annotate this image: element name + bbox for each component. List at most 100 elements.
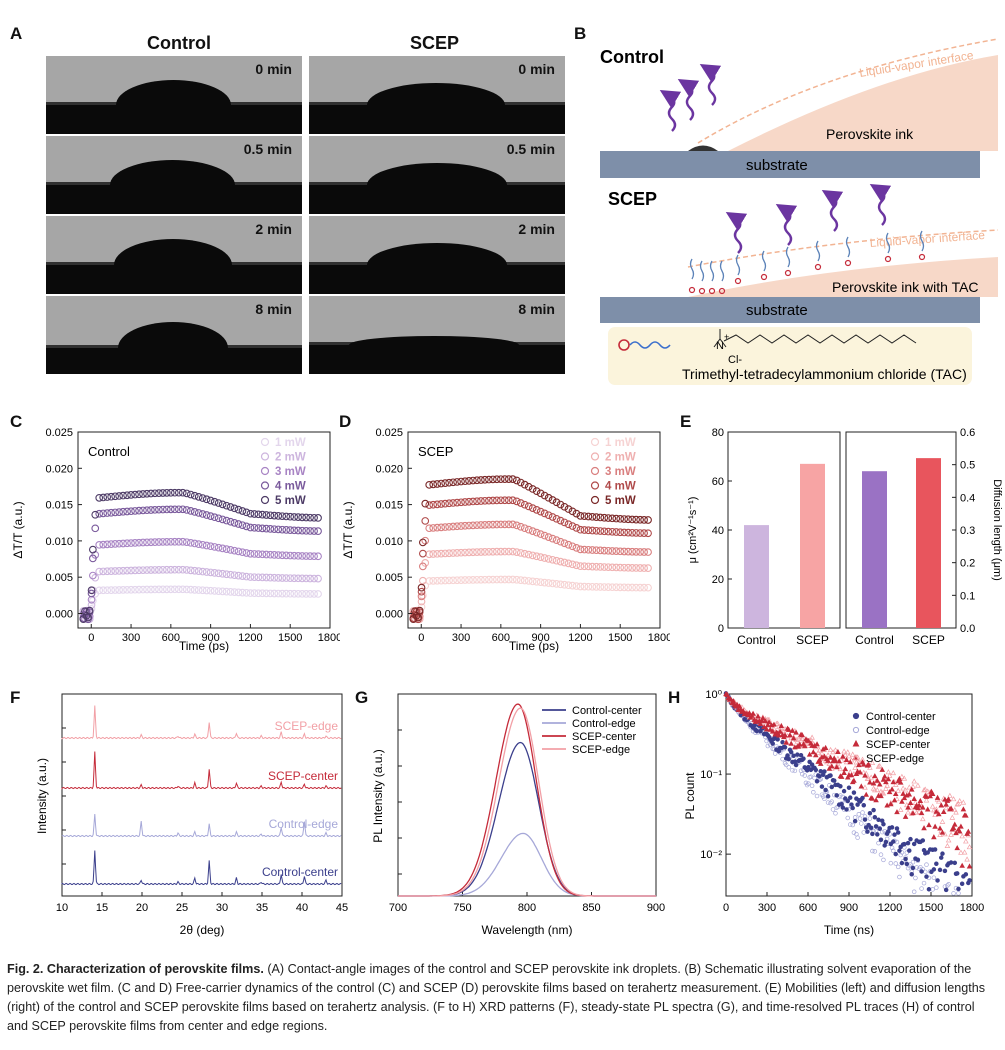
data-point: [767, 726, 774, 732]
data-point: [902, 841, 907, 847]
legend-marker: [590, 495, 600, 505]
data-point: [906, 784, 913, 790]
data-point: [616, 547, 625, 556]
data-point: [445, 522, 453, 531]
data-point: [833, 811, 838, 816]
data-point: [178, 585, 187, 594]
data-point: [461, 477, 469, 486]
data-point: [906, 791, 913, 797]
data-point: [493, 496, 501, 505]
data-point: [881, 821, 886, 827]
data-point: [465, 548, 473, 557]
data-point: [770, 741, 775, 746]
data-point: [865, 761, 872, 767]
droplet-image-control-0: 0 min: [46, 56, 302, 134]
data-point: [809, 783, 815, 789]
data-point: [847, 759, 854, 765]
data-point: [568, 560, 577, 569]
pl-curve-scep-edge: [398, 707, 656, 897]
data-point: [206, 542, 215, 551]
data-point: [806, 764, 811, 770]
data-point: [576, 545, 585, 554]
data-point: [814, 741, 820, 747]
data-point: [155, 585, 163, 594]
panel-letter-h: H: [668, 688, 681, 707]
data-point: [310, 527, 318, 535]
data-point: [489, 547, 497, 556]
y-tick-label-right: 0.2: [960, 558, 975, 570]
y-tick-label: 0.020: [375, 463, 403, 475]
data-point: [226, 503, 235, 511]
data-point: [880, 790, 887, 796]
x-tick-label: 1500: [278, 632, 302, 644]
data-point: [947, 792, 953, 798]
data-point: [159, 565, 167, 574]
data-point: [876, 817, 881, 823]
data-point: [489, 520, 497, 529]
data-point: [473, 521, 481, 530]
y-axis-label-left: μ (cm²V⁻¹s⁻¹): [687, 497, 699, 564]
bar-scep: [916, 458, 941, 628]
data-point: [159, 505, 167, 514]
data-point: [964, 856, 970, 862]
legend-marker: [260, 481, 270, 490]
data-point: [310, 574, 318, 583]
data-point: [532, 577, 541, 586]
data-point: [290, 513, 299, 521]
data-point: [600, 583, 609, 591]
data-point: [166, 488, 175, 497]
data-point: [804, 782, 810, 788]
data-point: [842, 766, 849, 772]
data-point: [841, 788, 847, 794]
data-point: [608, 547, 617, 555]
data-point: [935, 878, 940, 883]
data-point: [580, 512, 589, 521]
data-point: [143, 538, 151, 547]
data-point: [437, 576, 446, 585]
data-point: [632, 564, 640, 572]
data-point: [813, 767, 819, 773]
data-point: [282, 589, 291, 598]
data-point: [942, 868, 948, 874]
legend-marker: [260, 495, 270, 505]
data-point: [532, 552, 541, 561]
data-point: [592, 513, 601, 521]
data-point: [163, 565, 171, 574]
y-axis-label: PL Intensity (a.u.): [371, 749, 385, 843]
data-point: [493, 575, 501, 584]
droplet-image-control-3: 8 min: [46, 296, 302, 374]
data-point: [917, 797, 924, 803]
data-point: [198, 586, 207, 595]
data-point: [473, 497, 481, 506]
ink-label: Perovskite ink: [826, 126, 914, 142]
data-point: [246, 509, 255, 518]
data-point: [174, 565, 183, 574]
data-point: [890, 770, 897, 776]
data-point: [920, 838, 926, 843]
data-point: [274, 512, 283, 520]
data-point: [568, 581, 577, 590]
data-point: [644, 548, 652, 556]
pl-curve-control-center: [398, 741, 656, 897]
data-point: [788, 740, 794, 746]
x-tick-label: 900: [531, 632, 549, 644]
data-point: [457, 548, 465, 557]
data-point: [588, 546, 597, 554]
data-point: [774, 720, 781, 726]
series-4-mW: [409, 496, 652, 624]
data-point: [846, 753, 852, 759]
x-tick-label: 850: [582, 902, 600, 914]
data-point: [775, 737, 780, 742]
data-point: [143, 585, 151, 594]
bar-scep: [800, 463, 825, 628]
data-point: [624, 547, 633, 556]
data-point: [528, 577, 537, 586]
data-point: [867, 811, 873, 816]
x-tick-label: 25: [176, 902, 188, 914]
data-point: [274, 551, 283, 559]
data-point: [469, 548, 477, 557]
data-point: [81, 607, 89, 616]
data-point: [798, 753, 804, 758]
data-point: [512, 476, 521, 485]
data-point: [963, 872, 969, 877]
